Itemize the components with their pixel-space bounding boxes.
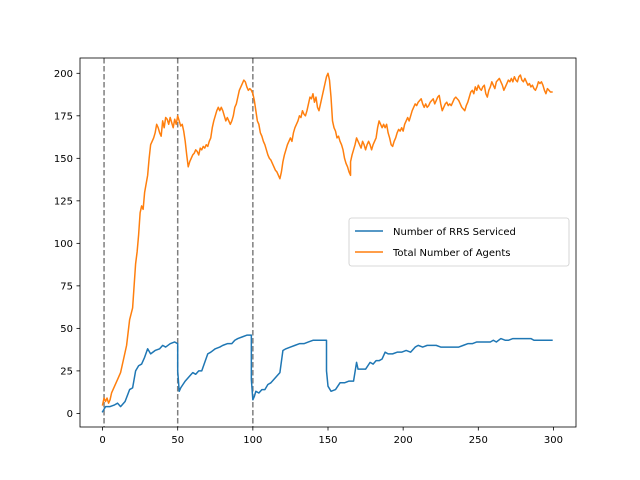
x-tick-label-200: 200 (394, 435, 413, 446)
y-tick-label-125: 125 (54, 196, 73, 207)
y-tick-label-0: 0 (67, 409, 73, 420)
plot-content (101, 58, 553, 427)
x-tick-label-50: 50 (171, 435, 184, 446)
y-tick-label-175: 175 (54, 111, 73, 122)
series-line-0 (101, 334, 553, 413)
x-tick-label-100: 100 (243, 435, 262, 446)
y-tick-label-75: 75 (60, 281, 73, 292)
x-tick-label-150: 150 (318, 435, 337, 446)
y-tick-label-25: 25 (60, 366, 73, 377)
y-tick-label-150: 150 (54, 154, 73, 165)
x-tick-label-300: 300 (544, 435, 563, 446)
series-line-1 (101, 72, 553, 406)
axes: 0 50 100 150 200 250 300 0 25 50 75 100 125 150 175 200 (54, 57, 577, 446)
y-tick-label-50: 50 (60, 324, 73, 335)
x-tick-label-0: 0 (99, 435, 105, 446)
legend-entry-1: Total Number of Agents (392, 248, 511, 259)
x-tick-label-250: 250 (469, 435, 488, 446)
legend: Number of RRS Serviced Total Number of Ag… (348, 217, 570, 267)
plot-area (101, 58, 553, 427)
y-tick-label-200: 200 (54, 69, 73, 80)
y-tick-label-100: 100 (54, 239, 73, 250)
legend-entry-0: Number of RRS Serviced (393, 227, 516, 238)
legend-box (348, 217, 570, 267)
